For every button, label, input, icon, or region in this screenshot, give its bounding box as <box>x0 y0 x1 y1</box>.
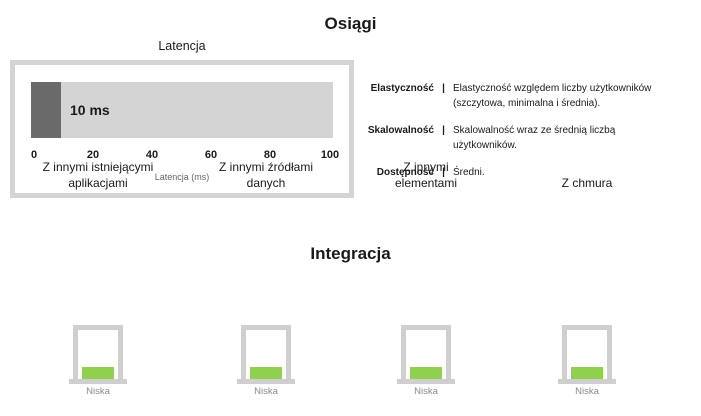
integration-label: Z innymi istniejącymi aplikacjami <box>42 160 154 190</box>
gauge-base <box>237 379 295 384</box>
property-name: Dostępność <box>376 167 434 178</box>
property-separator: | <box>442 167 445 178</box>
property-separator: | <box>442 83 445 94</box>
properties-list: Elastyczność | Elastyczność względem lic… <box>352 81 697 192</box>
latency-panel: 10 ms 0 20 40 60 80 100 Latencja (ms) <box>10 60 354 198</box>
integration-level-gauge <box>558 325 616 385</box>
gauge-base <box>558 379 616 384</box>
integration-label: Z innymi źródłami danych <box>218 160 314 190</box>
latency-tick: 100 <box>320 149 340 161</box>
property-row-availability: Dostępność | Średni. <box>352 165 697 180</box>
gauge-base <box>397 379 455 384</box>
property-name: Elastyczność <box>370 83 434 94</box>
latency-value: 10 ms <box>70 102 110 118</box>
property-row-scalability: Skalowalność | Skalowalność wraz ze śred… <box>352 123 697 153</box>
latency-bar-track: 10 ms <box>31 82 333 138</box>
gauge-base <box>69 379 127 384</box>
latency-tick: 40 <box>145 149 159 161</box>
property-description: Średni. <box>453 167 485 178</box>
property-description: Skalowalność wraz ze średnią liczbą użyt… <box>453 125 616 151</box>
integration-label: Z chmura <box>561 176 613 190</box>
integration-level-gauge <box>397 325 455 385</box>
integration-level-label: Niska <box>414 386 438 397</box>
integration-level-label: Niska <box>254 386 278 397</box>
latency-tick: 80 <box>263 149 277 161</box>
integration-level-label: Niska <box>86 386 110 397</box>
latency-axis-title: Latencja (ms) <box>154 172 210 182</box>
integration-level-gauge <box>237 325 295 385</box>
integration-level-label: Niska <box>575 386 599 397</box>
integration-label: Z innymi elementami <box>394 160 458 190</box>
latency-bar-fill <box>31 82 61 138</box>
latency-tick: 20 <box>86 149 100 161</box>
latency-title: Latencja <box>158 39 206 53</box>
integration-level-gauge <box>69 325 127 385</box>
property-name: Skalowalność <box>367 125 434 136</box>
latency-tick: 0 <box>30 149 38 161</box>
integration-title: Integracja <box>310 244 391 263</box>
property-description: Elastyczność względem liczby użytkownikó… <box>453 83 652 109</box>
performance-title: Osiągi <box>324 14 377 33</box>
property-row-elasticity: Elastyczność | Elastyczność względem lic… <box>352 81 697 111</box>
property-separator: | <box>442 125 445 136</box>
latency-tick: 60 <box>204 149 218 161</box>
